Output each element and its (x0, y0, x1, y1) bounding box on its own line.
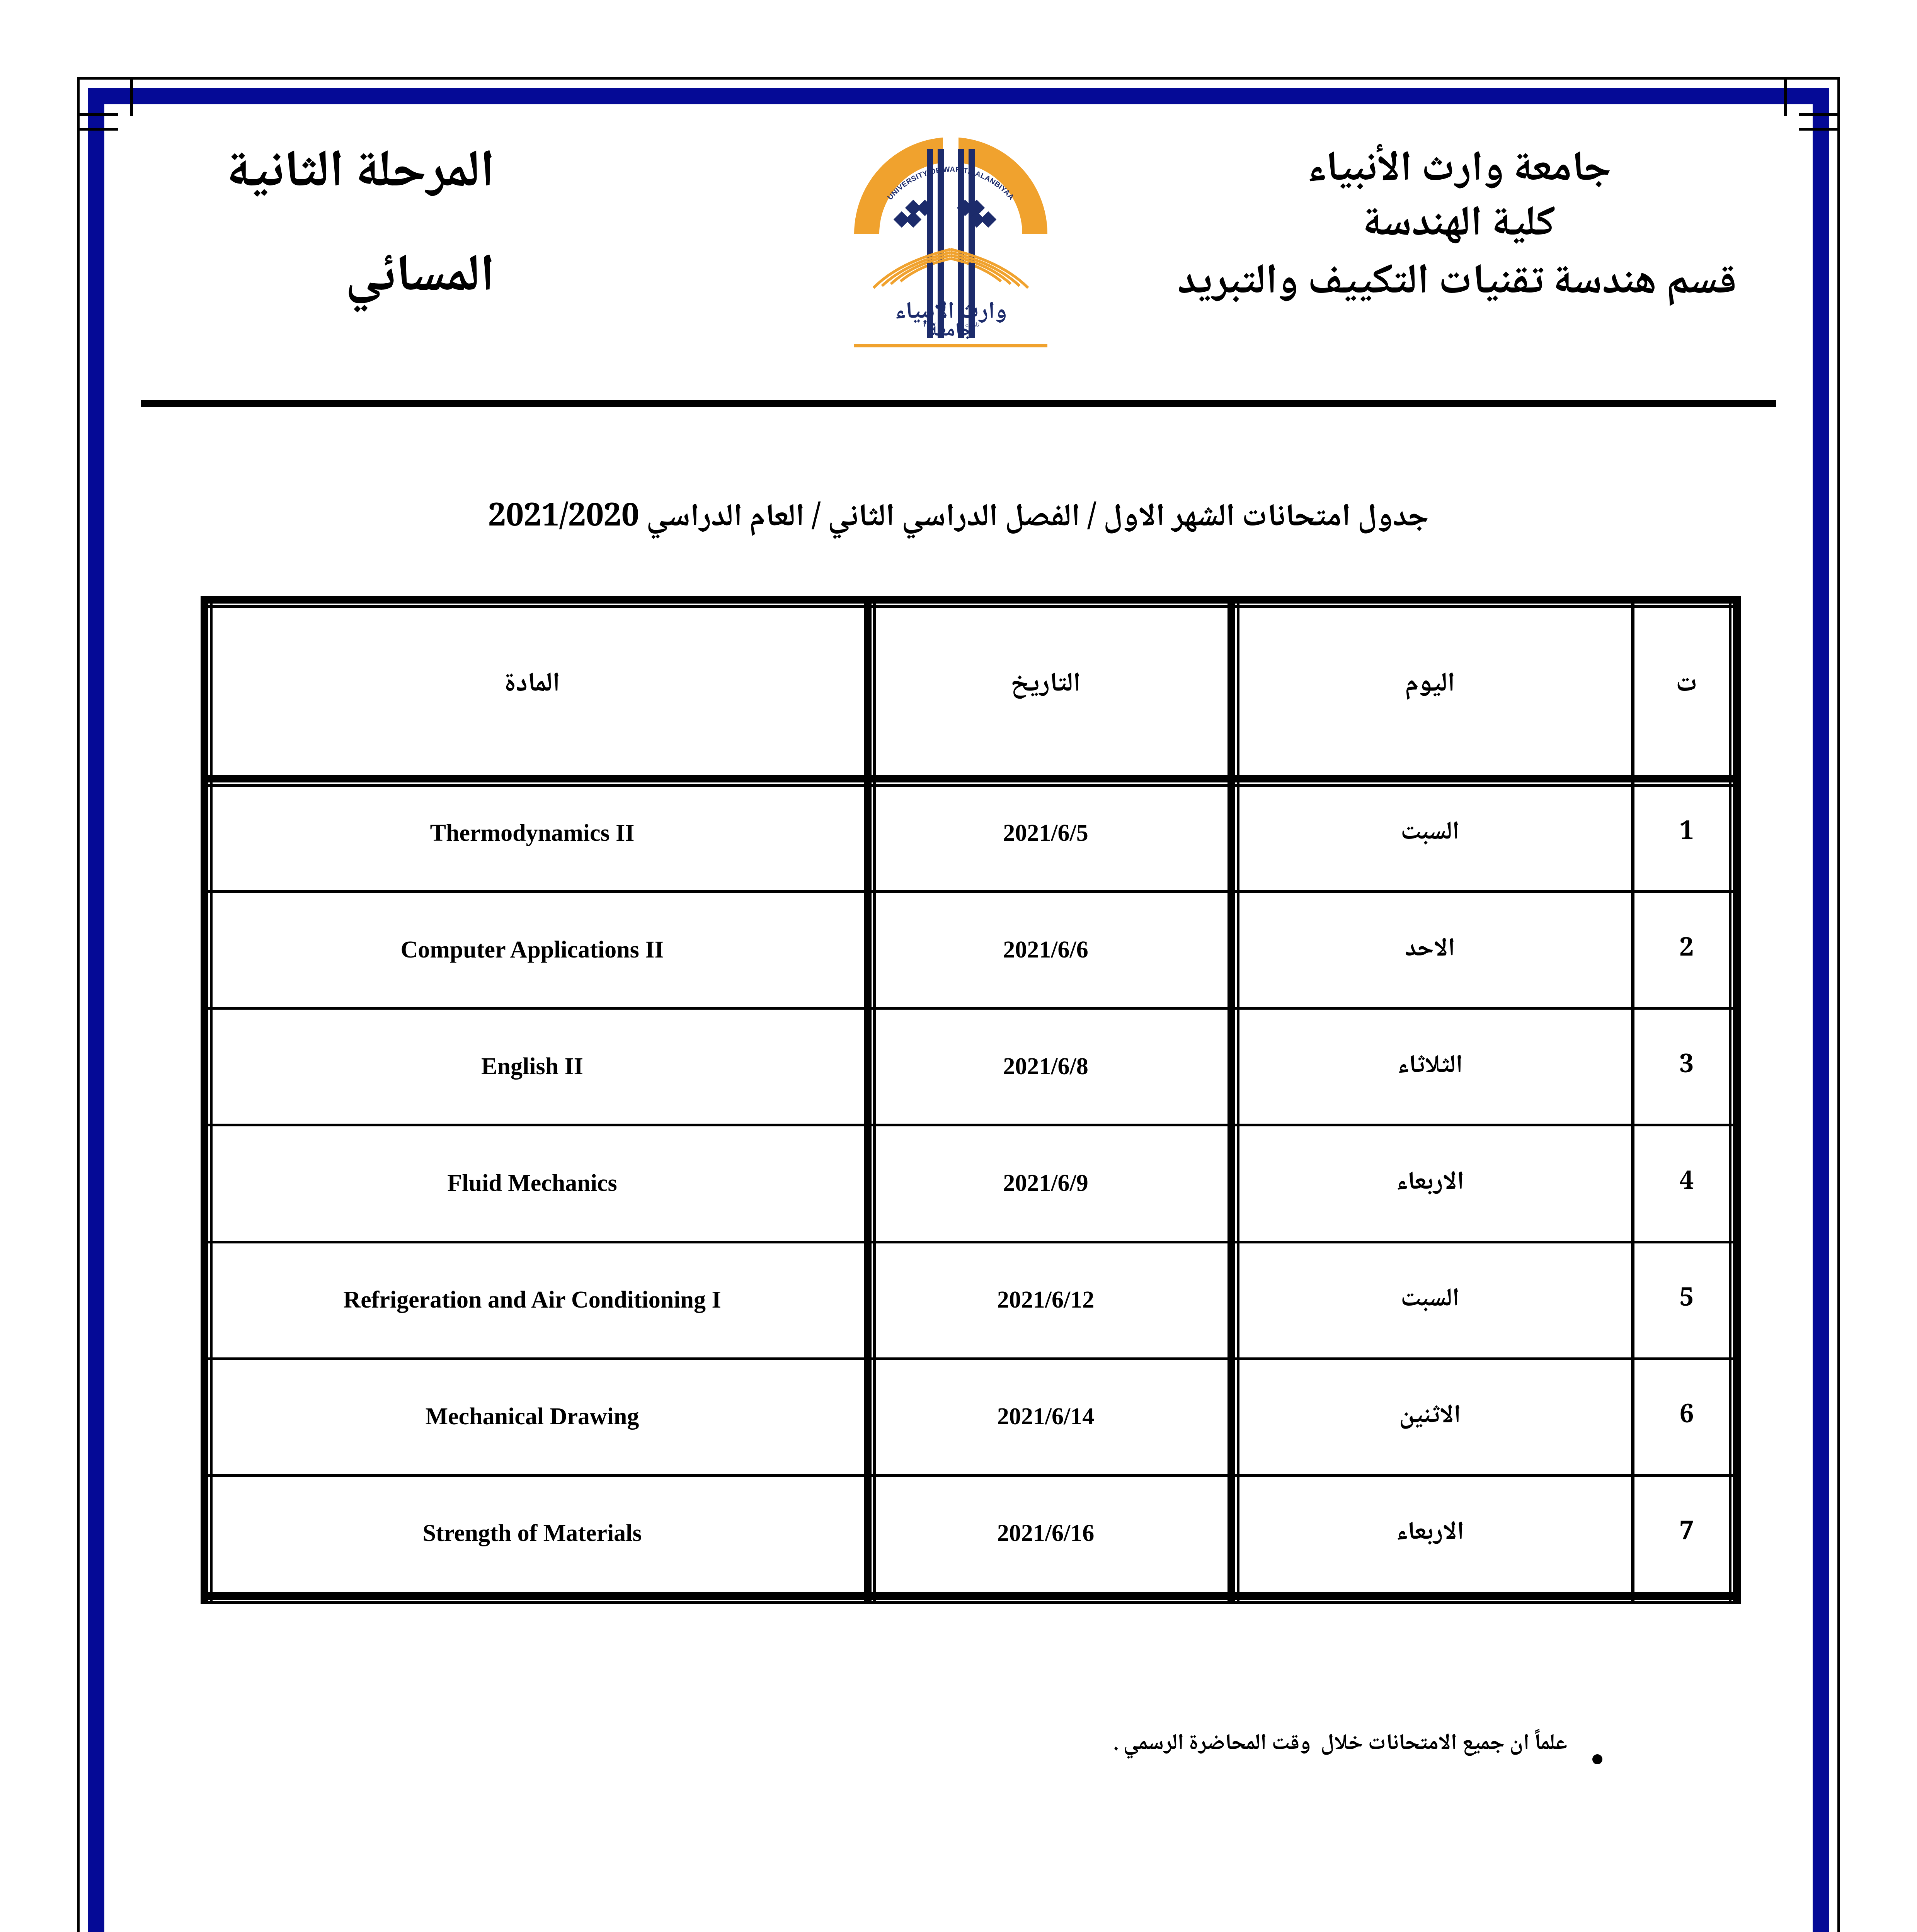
svg-text:تأسست: تأسست (965, 321, 979, 330)
svg-text:٢٠١٧: ٢٠١٧ (923, 321, 936, 328)
svg-text:جامعة: جامعة (928, 315, 973, 348)
